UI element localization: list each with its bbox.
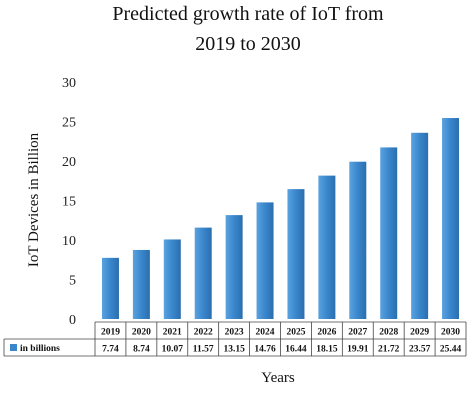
data-table: in billions 2019 7.74 2020 8.74 2021 10.07 2022… <box>3 321 467 357</box>
x-tick-label: 2019 <box>101 328 120 338</box>
bar-2020 <box>132 249 150 319</box>
x-tick-label: 2025 <box>286 328 305 338</box>
y-tick-label: 10 <box>62 234 76 249</box>
data-label: 7.74 <box>102 345 119 355</box>
bar-2030 <box>442 118 460 319</box>
legend-swatch <box>10 344 17 351</box>
bar-2026 <box>318 175 336 319</box>
chart-title-line-2: 2019 to 2030 <box>195 33 301 55</box>
data-label: 23.57 <box>409 345 431 355</box>
y-axis-label: IoT Devices in Billion <box>26 132 42 267</box>
bar-2027 <box>349 161 367 319</box>
bar-series <box>101 118 460 319</box>
bar-2022 <box>194 227 212 319</box>
x-tick-label: 2030 <box>441 328 460 338</box>
x-tick-label: 2022 <box>194 328 213 338</box>
y-tick-label: 15 <box>62 195 76 210</box>
data-label: 10.07 <box>162 345 184 355</box>
data-label: 16.44 <box>285 345 307 355</box>
bar-2019 <box>101 257 119 319</box>
y-axis-ticks: 0 5 10 15 20 25 30 <box>62 76 76 328</box>
data-label: 8.74 <box>133 345 150 355</box>
x-tick-label: 2023 <box>225 328 244 338</box>
bar-2023 <box>225 215 243 319</box>
data-label: 21.72 <box>378 345 400 355</box>
bar-2028 <box>380 147 398 319</box>
bar-2025 <box>287 189 305 319</box>
data-label: 25.44 <box>440 345 462 355</box>
data-label: 18.15 <box>316 345 338 355</box>
bar-2021 <box>163 239 181 319</box>
x-tick-label: 2027 <box>348 328 367 338</box>
x-axis-label: Years <box>261 370 295 386</box>
x-tick-label: 2026 <box>317 328 336 338</box>
bar-2029 <box>411 132 429 319</box>
x-tick-label: 2029 <box>410 328 429 338</box>
x-tick-label: 2024 <box>256 328 275 338</box>
chart-title-line-1: Predicted growth rate of IoT from <box>112 3 384 25</box>
y-tick-label: 20 <box>62 155 76 170</box>
data-label: 13.15 <box>223 345 245 355</box>
y-tick-label: 0 <box>69 313 76 328</box>
x-tick-label: 2020 <box>132 328 151 338</box>
x-tick-label: 2021 <box>163 328 182 338</box>
y-tick-label: 25 <box>62 116 76 131</box>
legend-label: in billions <box>20 344 60 354</box>
y-tick-label: 30 <box>62 76 76 91</box>
bar-2024 <box>256 202 274 319</box>
y-tick-label: 5 <box>69 274 76 289</box>
x-tick-label: 2028 <box>379 328 398 338</box>
chart-title: Predicted growth rate of IoT from 2019 t… <box>112 3 384 55</box>
data-label: 19.91 <box>347 345 369 355</box>
data-label: 14.76 <box>254 345 276 355</box>
data-label: 11.57 <box>193 345 214 355</box>
